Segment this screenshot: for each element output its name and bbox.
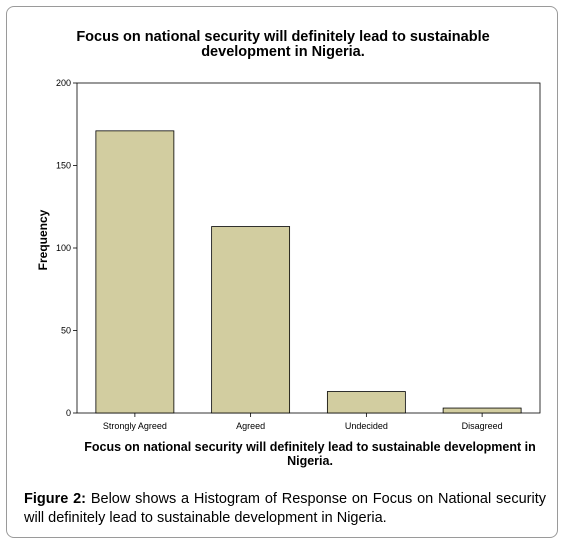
figure-caption: Figure 2: Below shows a Histogram of Res… bbox=[24, 490, 546, 528]
chart-title: Focus on national security will definite… bbox=[76, 29, 490, 60]
y-tick-label: 200 bbox=[56, 78, 71, 88]
bar-disagreed bbox=[442, 407, 522, 414]
y-tick-label: 100 bbox=[56, 243, 71, 253]
x-tick-label: Agreed bbox=[236, 421, 265, 431]
bar-agreed bbox=[211, 226, 291, 414]
y-axis-label: Frequency bbox=[36, 209, 50, 270]
bar-strongly-agreed bbox=[95, 130, 175, 414]
y-tick-label: 150 bbox=[56, 161, 71, 171]
x-axis: Strongly Agreed Agreed Undecided Disagreed bbox=[103, 413, 503, 431]
bar-undecided bbox=[326, 391, 406, 414]
x-tick-label: Disagreed bbox=[462, 421, 503, 431]
y-tick-label: 0 bbox=[66, 408, 71, 418]
x-tick-label: Strongly Agreed bbox=[103, 421, 167, 431]
caption-text: Below shows a Histogram of Response on F… bbox=[24, 491, 546, 526]
y-axis: 0 50 100 150 200 bbox=[56, 78, 77, 418]
caption-label: Figure 2: bbox=[24, 491, 87, 507]
x-axis-label: Focus on national security will definite… bbox=[84, 440, 536, 468]
x-tick-label: Undecided bbox=[345, 421, 388, 431]
y-tick-label: 50 bbox=[61, 326, 71, 336]
